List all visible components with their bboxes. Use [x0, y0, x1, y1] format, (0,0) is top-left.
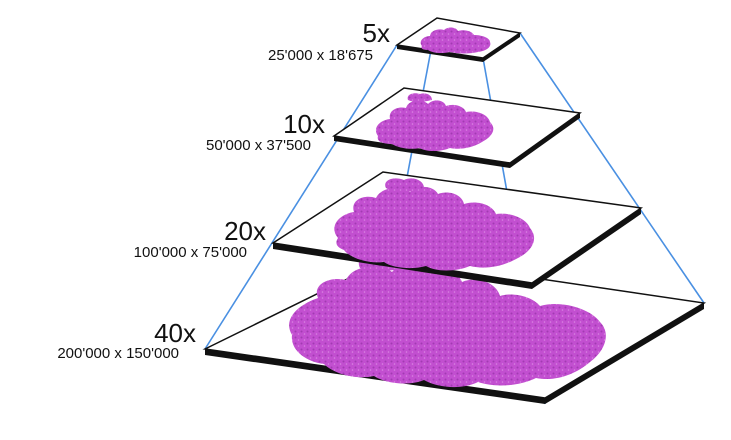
plate-side-right-5x — [483, 33, 520, 62]
slide-level-10x — [332, 87, 582, 168]
plate-side-right-20x — [532, 208, 641, 289]
dimensions-label-10x: 50'000 x 37'500 — [206, 137, 311, 154]
plate-side-right-40x — [545, 303, 704, 404]
slide-level-5x — [394, 17, 522, 62]
slide-level-40x — [202, 253, 707, 404]
magnification-label-10x: 10x — [283, 109, 325, 139]
slide-level-20x — [270, 171, 644, 289]
tissue-5x — [420, 27, 491, 54]
plate-side-right-10x — [510, 113, 580, 168]
dimensions-label-5x: 25'000 x 18'675 — [268, 47, 373, 64]
pyramid-edge-left — [204, 44, 398, 350]
tissue-10x-lobe — [407, 93, 432, 102]
magnification-label-20x: 20x — [224, 216, 266, 246]
plate-side-5x — [397, 45, 483, 62]
plate-side-10x — [334, 136, 510, 168]
dimensions-label-20x: 100'000 x 75'000 — [133, 244, 247, 261]
magnification-label-5x: 5x — [362, 18, 390, 48]
magnification-label-40x: 40x — [154, 318, 196, 348]
tissue-20x-lobe — [385, 178, 424, 192]
tissue-20x — [334, 186, 535, 271]
pyramid-edge-right — [519, 32, 705, 304]
dimensions-label-40x: 200'000 x 150'000 — [57, 345, 179, 362]
tissue-10x — [375, 100, 494, 151]
tissue-40x — [289, 264, 606, 388]
